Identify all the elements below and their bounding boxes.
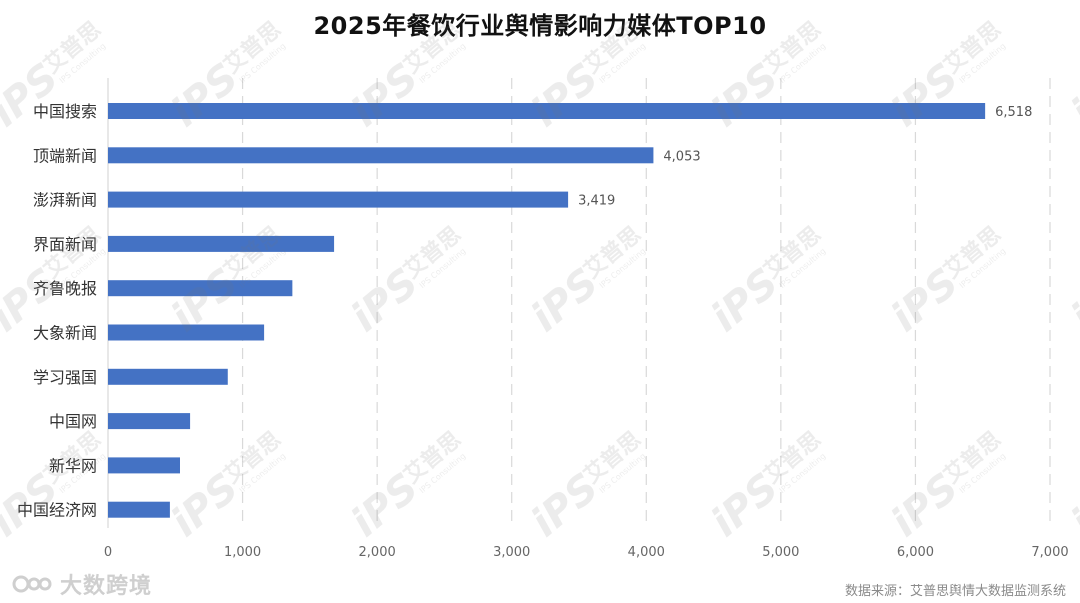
category-label: 澎湃新闻 bbox=[33, 191, 97, 210]
category-label: 中国网 bbox=[49, 412, 97, 431]
x-tick-label: 4,000 bbox=[628, 545, 665, 560]
source-note: 数据来源：艾普思舆情大数据监测系统 bbox=[844, 584, 1066, 599]
data-label: 6,518 bbox=[995, 105, 1032, 120]
bar bbox=[108, 147, 654, 164]
category-label: 顶端新闻 bbox=[33, 146, 97, 165]
data-label: 4,053 bbox=[663, 149, 700, 164]
bar bbox=[108, 235, 335, 252]
data-label: 3,419 bbox=[578, 194, 615, 209]
x-tick-label: 2,000 bbox=[359, 545, 396, 560]
bar bbox=[108, 457, 180, 474]
brand-logo-icon bbox=[12, 575, 52, 593]
x-tick-label: 0 bbox=[104, 545, 112, 560]
category-label: 学习强国 bbox=[33, 368, 97, 387]
bar bbox=[108, 280, 293, 297]
category-label: 大象新闻 bbox=[33, 324, 97, 343]
category-label: 中国经济网 bbox=[17, 501, 97, 520]
category-label: 界面新闻 bbox=[33, 235, 97, 254]
x-tick-label: 5,000 bbox=[762, 545, 799, 560]
category-label: 中国搜索 bbox=[33, 102, 97, 121]
x-tick-label: 7,000 bbox=[1031, 545, 1068, 560]
bar bbox=[108, 103, 986, 119]
x-tick-label: 6,000 bbox=[897, 545, 934, 560]
x-tick-label: 3,000 bbox=[493, 545, 530, 560]
bar bbox=[108, 368, 228, 385]
bar bbox=[108, 191, 569, 208]
category-label: 新华网 bbox=[49, 456, 97, 475]
bar bbox=[108, 413, 191, 430]
bar bbox=[108, 324, 265, 341]
category-label: 齐鲁晚报 bbox=[33, 279, 97, 298]
x-tick-label: 1,000 bbox=[224, 545, 261, 560]
bar bbox=[108, 501, 170, 518]
chart-title: 2025年餐饮行业舆情影响力媒体TOP10 bbox=[313, 12, 767, 40]
brand-footer: 大数跨境 bbox=[12, 568, 152, 600]
brand-name: 大数跨境 bbox=[60, 574, 153, 599]
